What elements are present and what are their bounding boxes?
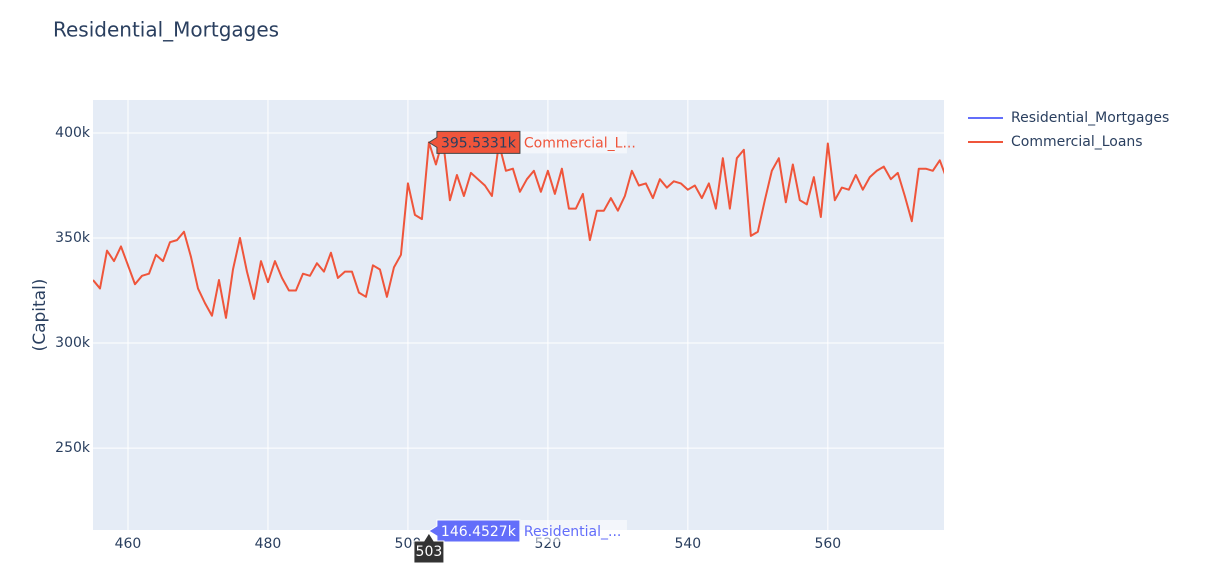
y-tick-label: 350k [55,230,91,246]
hover-label: 146.4527k Residential_... [427,519,627,543]
y-tick-label: 250k [55,440,91,456]
chart-title: Residential_Mortgages [53,18,279,42]
hover-value: 146.4527k [441,524,517,540]
hover-label: 395.5331k Commercial_L... [427,130,636,154]
hover-box [427,130,521,154]
legend: Residential_Mortgages Commercial_Loans [968,110,1169,150]
hover-name-bg [520,520,627,542]
y-tick-label: 400k [55,125,91,141]
x-tick-label: 540 [674,536,701,552]
y-tick-label: 300k [55,335,91,351]
y-axis-title: (Capital) [30,279,50,352]
x-tick-label: 460 [115,536,142,552]
hover-labels: 395.5331k Commercial_L... 146.4527k Residen… [413,130,636,564]
hover-value: 395.5331k [441,135,517,151]
hover-name: Residential_... [524,524,621,540]
hover-name-bg [520,131,627,154]
series-line [93,138,944,319]
legend-label[interactable]: Residential_Mortgages [1011,110,1169,126]
hover-x-label: 503 [416,544,443,560]
legend-label[interactable]: Commercial_Loans [1011,134,1143,150]
plot-background [93,100,944,530]
hover-box [427,519,521,543]
x-tick-label: 480 [255,536,282,552]
hover-x-box [413,532,445,564]
lines [93,138,944,319]
hover-name: Commercial_L... [524,135,636,151]
x-tick-label: 560 [814,536,841,552]
